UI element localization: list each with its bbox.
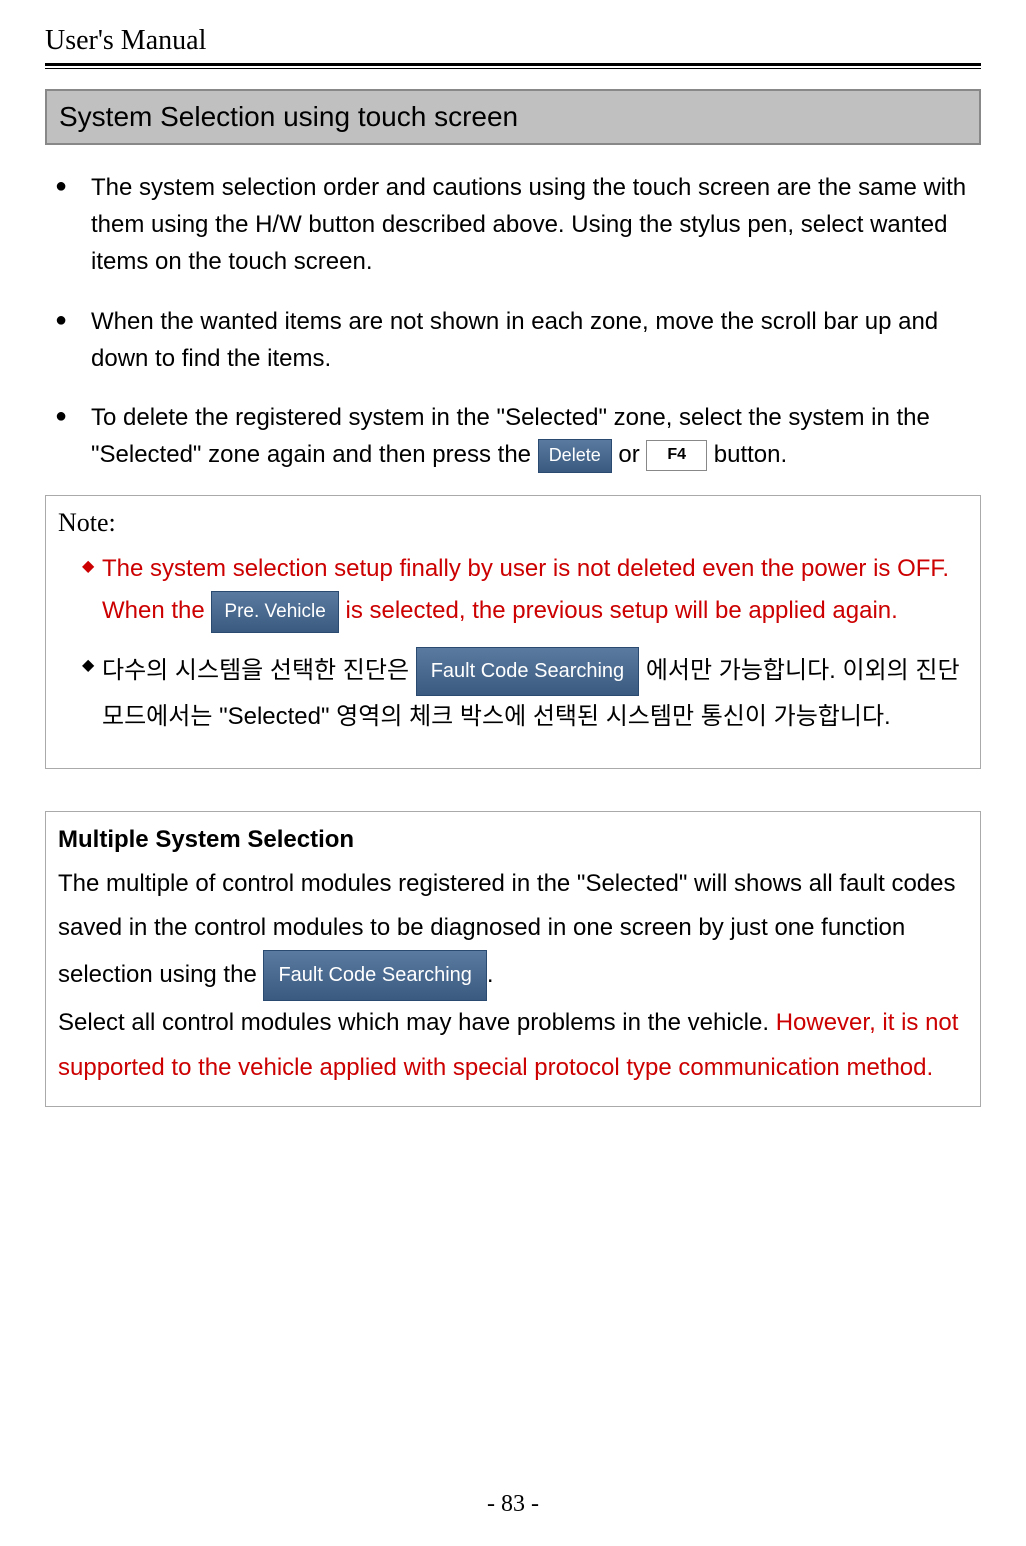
bullet-item: ● When the wanted items are not shown in… [55, 303, 971, 377]
page-number: - 83 - [0, 1491, 1026, 1518]
bullet-marker-icon: ● [55, 399, 91, 473]
note-title: Note: [58, 508, 968, 538]
header-rule-thick [45, 63, 981, 66]
diamond-marker-icon: ◆ [82, 548, 102, 632]
note-text-segment: is selected, the previous setup will be … [345, 597, 897, 624]
bullet-item: ● The system selection order and caution… [55, 169, 971, 281]
note-box: Note: ◆ The system selection setup final… [45, 495, 981, 768]
fault-code-searching-button[interactable]: Fault Code Searching [416, 647, 639, 696]
note-item: ◆ The system selection setup finally by … [58, 548, 968, 632]
note-text-segment: 다수의 시스템을 선택한 진단은 [102, 656, 416, 683]
bullet-text: The system selection order and cautions … [91, 169, 971, 281]
multi-text-segment: . [487, 961, 494, 988]
fault-code-searching-button[interactable]: Fault Code Searching [263, 950, 486, 1001]
diamond-marker-icon: ◆ [82, 647, 102, 738]
note-text: 다수의 시스템을 선택한 진단은 Fault Code Searching 에서… [102, 647, 968, 738]
bullet-text-segment: To delete the registered system in the "… [91, 404, 930, 468]
pre-vehicle-button[interactable]: Pre. Vehicle [211, 591, 338, 632]
multi-system-title: Multiple System Selection [58, 826, 968, 854]
note-text: The system selection setup finally by us… [102, 548, 968, 632]
multiple-system-box: Multiple System Selection The multiple o… [45, 811, 981, 1108]
bullet-text: When the wanted items are not shown in e… [91, 303, 971, 377]
multi-system-text: The multiple of control modules register… [58, 862, 968, 1091]
multi-text-segment: The multiple of control modules register… [58, 870, 955, 989]
bullet-text-segment: or [618, 441, 646, 468]
note-item: ◆ 다수의 시스템을 선택한 진단은 Fault Code Searching … [58, 647, 968, 738]
f4-button[interactable]: F4 [646, 440, 707, 471]
bullet-text: To delete the registered system in the "… [91, 399, 971, 473]
section-title-bar: System Selection using touch screen [45, 89, 981, 145]
header-rule-thin [45, 68, 981, 69]
bullet-text-segment: button. [714, 441, 787, 468]
page-header-title: User's Manual [45, 25, 981, 57]
bullet-marker-icon: ● [55, 303, 91, 377]
bullet-item: ● To delete the registered system in the… [55, 399, 971, 473]
delete-button[interactable]: Delete [538, 439, 612, 473]
bullet-list: ● The system selection order and caution… [45, 169, 981, 473]
multi-text-segment: Select all control modules which may hav… [58, 1009, 776, 1036]
bullet-marker-icon: ● [55, 169, 91, 281]
